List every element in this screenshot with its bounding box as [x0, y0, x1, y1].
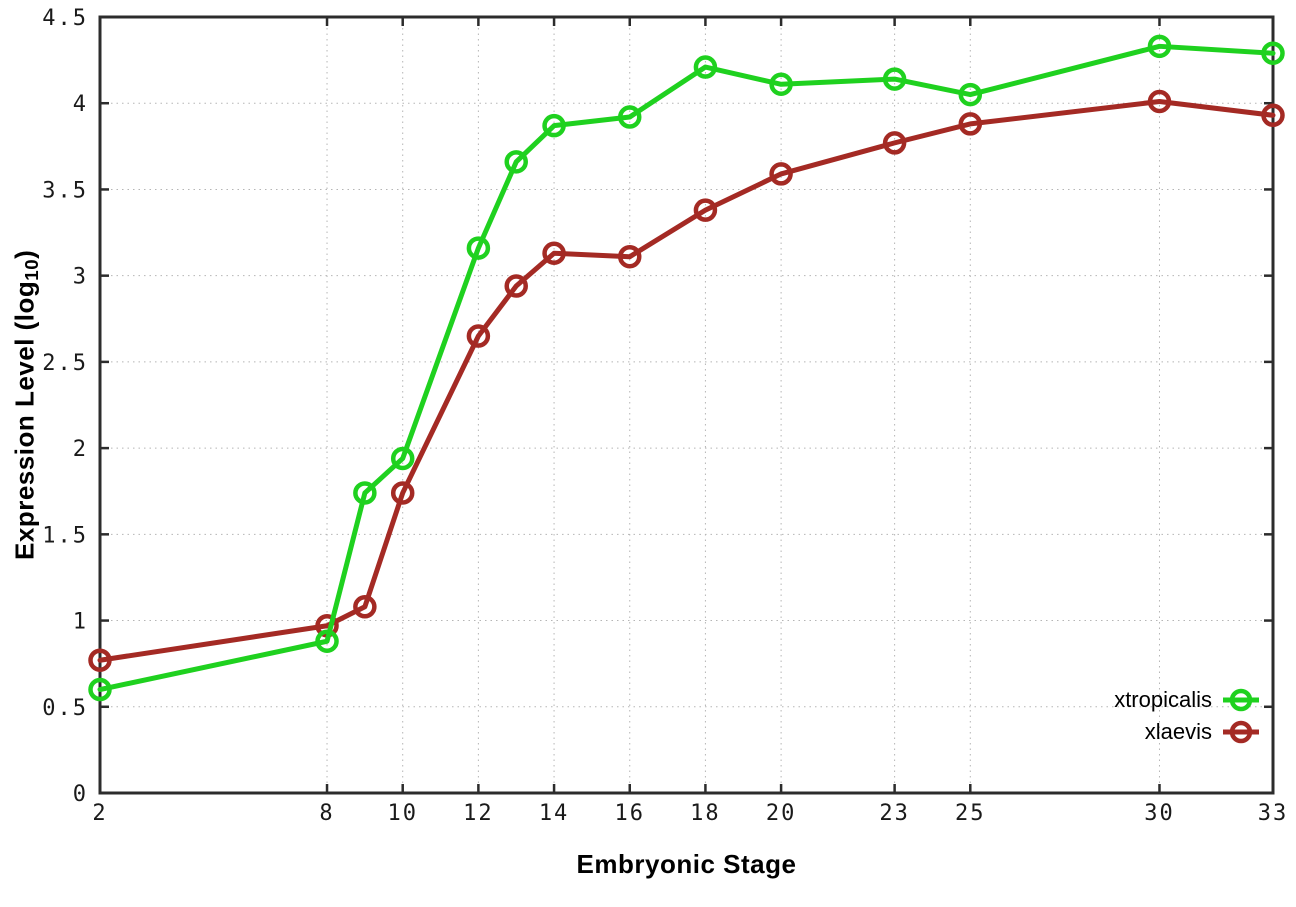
legend-entry-xlaevis: xlaevis: [1114, 716, 1262, 748]
data-point-xlaevis-stage-12: [466, 324, 491, 348]
x-tick-label: 33: [1258, 801, 1289, 826]
series-xlaevis: [88, 89, 1285, 672]
y-tick-label: 4.5: [42, 6, 88, 31]
data-point-xtropicalis-stage-25: [958, 82, 983, 107]
data-point-xlaevis-stage-33: [1261, 103, 1285, 128]
series-line-xtropicalis: [97, 43, 1276, 693]
x-axis-title: Embryonic Stage: [576, 849, 797, 879]
x-tick-label: 12: [463, 801, 494, 826]
data-point-xlaevis-stage-10: [390, 481, 415, 505]
y-tick-label: 2: [73, 437, 88, 462]
legend-sample-xtropicalis: [1223, 688, 1259, 712]
legend-marker-circle-icon: [1229, 720, 1253, 744]
y-tick-label: 4: [73, 92, 88, 117]
data-point-xlaevis-stage-30: [1147, 89, 1172, 114]
legend: xtropicalis xlaevis: [1114, 684, 1262, 748]
data-point-xlaevis-stage-20: [769, 162, 793, 186]
y-tick-label: 3.5: [42, 178, 88, 203]
y-axis-title-text: Expression Level (log10): [9, 249, 42, 561]
data-point-xlaevis-stage-18: [693, 198, 718, 222]
x-tick-labels: 2 8 10 12 14 16 18 20 23 25 30 33: [92, 801, 1289, 826]
y-tick-label: 0.5: [42, 696, 88, 721]
x-tick-label: 30: [1144, 801, 1175, 826]
legend-marker-circle-icon: [1229, 688, 1253, 712]
data-point-xlaevis-stage-9: [353, 595, 377, 619]
y-tick-label: 3: [73, 265, 88, 290]
data-point-xlaevis-stage-13: [504, 274, 528, 298]
legend-sample-xlaevis: [1223, 720, 1259, 744]
x-tick-label: 14: [539, 801, 570, 826]
legend-label-xtropicalis: xtropicalis: [1114, 687, 1212, 712]
data-point-xtropicalis-stage-23: [882, 67, 907, 91]
gridlines: [100, 17, 1273, 793]
y-tick-labels: 0 0.5 1 1.5 2 2.5 3 3.5 4 4.5: [42, 6, 88, 807]
data-point-xtropicalis-stage-30: [1147, 34, 1172, 59]
y-tick-label: 2.5: [42, 351, 88, 376]
tick-marks: [98, 15, 1275, 795]
data-point-xtropicalis-stage-20: [769, 72, 793, 97]
data-point-xlaevis-stage-23: [882, 131, 907, 155]
y-tick-label: 1.5: [42, 523, 88, 548]
x-tick-label: 8: [319, 801, 334, 826]
x-tick-label: 10: [387, 801, 418, 826]
data-point-xtropicalis-stage-2: [88, 677, 112, 702]
x-tick-label: 20: [766, 801, 797, 826]
data-point-xtropicalis-stage-8: [315, 629, 339, 653]
data-point-xlaevis-stage-25: [958, 112, 983, 136]
legend-entry-xtropicalis: xtropicalis: [1114, 684, 1262, 716]
data-point-xlaevis-stage-16: [617, 244, 642, 269]
data-point-xtropicalis-stage-10: [390, 446, 415, 471]
y-tick-label: 0: [73, 782, 88, 807]
x-tick-label: 25: [955, 801, 986, 826]
data-point-xlaevis-stage-2: [88, 648, 112, 672]
data-point-xtropicalis-stage-9: [353, 481, 377, 505]
series-xtropicalis: [88, 34, 1285, 702]
data-point-xtropicalis-stage-14: [542, 113, 566, 138]
legend-label-xlaevis: xlaevis: [1144, 719, 1212, 744]
y-axis-title: Expression Level (log10): [2, 0, 50, 810]
y-tick-label: 1: [73, 610, 88, 635]
data-point-xtropicalis-stage-33: [1261, 41, 1285, 65]
data-point-xtropicalis-stage-18: [693, 55, 718, 79]
data-point-xlaevis-stage-14: [542, 241, 566, 265]
data-point-xtropicalis-stage-13: [504, 150, 528, 174]
data-point-xtropicalis-stage-16: [617, 105, 642, 129]
x-tick-label: 16: [614, 801, 645, 826]
x-tick-label: 23: [879, 801, 910, 826]
data-point-xtropicalis-stage-12: [466, 236, 491, 260]
y-axis-title-subscript: 10: [20, 259, 42, 281]
x-tick-label: 18: [690, 801, 721, 826]
plot-border: [98, 15, 1275, 795]
series-line-xlaevis: [97, 98, 1276, 663]
x-tick-label: 2: [92, 801, 107, 826]
